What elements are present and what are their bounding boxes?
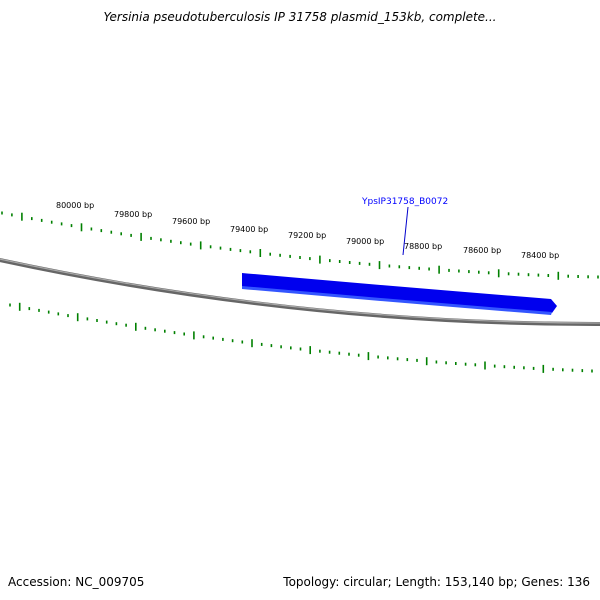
gene-feature-arrow[interactable] (242, 273, 557, 313)
inner-scale-ticks (9, 302, 593, 373)
tick-label-79800: 79800 bp (114, 210, 152, 219)
genome-backbone-highlight (0, 258, 600, 324)
gene-label-leader-line (402, 206, 409, 256)
tick-label-78600: 78600 bp (463, 246, 501, 255)
scale-tick-labels: 80000 bp 79800 bp 79600 bp 79400 bp 7920… (56, 201, 559, 260)
tick-label-78800: 78800 bp (404, 242, 442, 251)
gene-feature-shadow (242, 286, 552, 315)
tick-label-79200: 79200 bp (288, 231, 326, 240)
tick-label-78400: 78400 bp (521, 251, 559, 260)
tick-label-79400: 79400 bp (230, 225, 268, 234)
outer-scale-ticks (1, 211, 599, 280)
tick-label-79000: 79000 bp (346, 237, 384, 246)
gene-label[interactable]: YpsIP31758_B0072 (361, 197, 448, 207)
tick-label-80000: 80000 bp (56, 201, 94, 210)
map-title: Yersinia pseudotuberculosis IP 31758 pla… (103, 10, 497, 24)
genome-summary-text: Topology: circular; Length: 153,140 bp; … (283, 575, 590, 589)
genome-backbone (0, 258, 600, 326)
tick-label-79600: 79600 bp (172, 217, 210, 226)
accession-text: Accession: NC_009705 (8, 575, 145, 589)
